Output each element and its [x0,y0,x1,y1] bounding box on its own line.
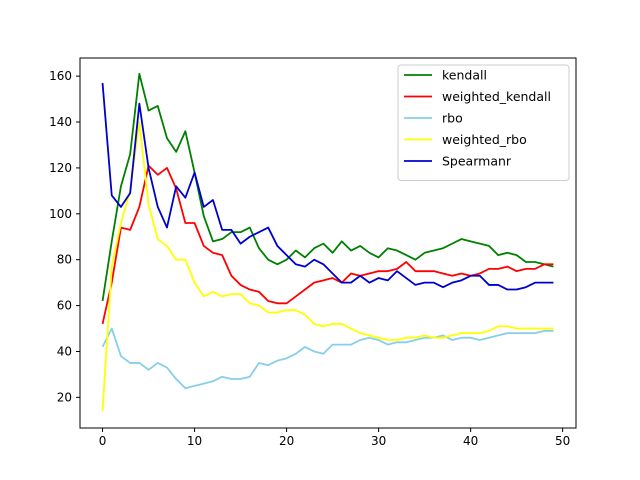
y-tick-label: 80 [57,253,72,267]
y-tick-label: 40 [57,344,72,358]
y-tick-label: 100 [49,207,72,221]
legend-label-weighted-kendall: weighted_kendall [442,89,551,104]
y-tick-label: 160 [49,69,72,83]
series-line-weighted-rbo [101,121,554,412]
x-tick-label: 30 [371,434,386,448]
series-line-spearmanr [101,82,554,291]
x-tick-label: 40 [463,434,478,448]
y-tick-label: 60 [57,299,72,313]
legend-label-rbo: rbo [442,111,463,126]
series-line-kendall [101,72,554,302]
x-tick-label: 10 [187,434,202,448]
series-line-rbo [101,327,554,390]
x-tick-label: 0 [99,434,107,448]
series-layer [101,72,554,412]
y-tick-label: 20 [57,390,72,404]
y-tick-label: 120 [49,161,72,175]
series-line-weighted-kendall [101,164,554,325]
legend-label-kendall: kendall [442,68,487,83]
axis-layer: 0 10 20 30 40 50 20 40 60 80 100 120 140 160 [49,69,570,448]
legend-box [397,64,570,181]
y-tick-label: 140 [49,115,72,129]
legend-label-weighted-rbo: weighted_rbo [442,132,527,147]
x-tick-label: 20 [279,434,294,448]
plot-area-frame [79,57,577,429]
legend-label-spearmanr: Spearmanr [442,154,512,169]
x-tick-label: 50 [555,434,570,448]
